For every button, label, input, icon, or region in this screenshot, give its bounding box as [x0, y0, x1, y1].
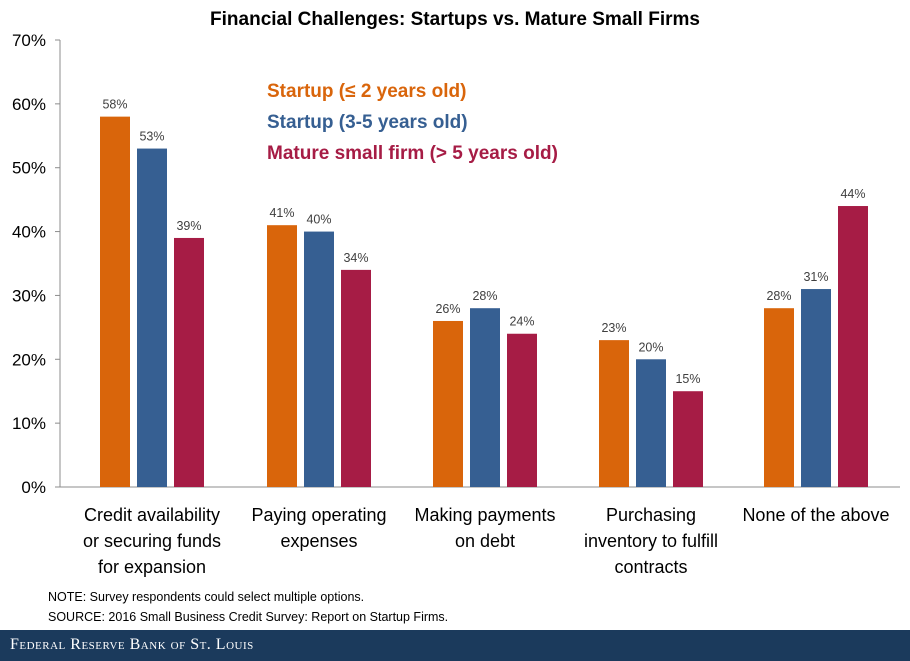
bar: [137, 148, 167, 488]
bar: [174, 237, 204, 487]
y-tick-label: 20%: [12, 350, 46, 369]
bar: [100, 116, 130, 487]
chart-source: SOURCE: 2016 Small Business Credit Surve…: [48, 610, 449, 624]
bar: [470, 308, 500, 487]
category-label: Purchasing: [606, 505, 696, 525]
category-label: or securing funds: [83, 531, 221, 551]
category-label: Making payments: [414, 505, 555, 525]
category-label: Credit availability: [84, 505, 220, 525]
bar: [304, 231, 334, 487]
bar: [636, 359, 666, 487]
y-tick-label: 70%: [12, 31, 46, 50]
data-label: 41%: [269, 206, 294, 220]
data-label: 34%: [343, 251, 368, 265]
bar: [599, 340, 629, 487]
legend-entry: Startup (≤ 2 years old): [267, 81, 466, 102]
data-label: 39%: [176, 219, 201, 233]
chart-note: NOTE: Survey respondents could select mu…: [48, 590, 365, 604]
bar: [341, 269, 371, 487]
y-tick-label: 30%: [12, 286, 46, 305]
data-label: 20%: [638, 340, 663, 354]
bar: [801, 289, 831, 487]
legend-entry: Mature small firm (> 5 years old): [267, 143, 558, 164]
bar: [267, 225, 297, 487]
y-tick-label: 60%: [12, 95, 46, 114]
footer-org-name: Federal Reserve Bank of St. Louis: [10, 636, 254, 653]
bar: [507, 333, 537, 487]
category-label: expenses: [280, 531, 357, 551]
data-label: 28%: [472, 289, 497, 303]
bar-chart: 0% 10% 20% 30% 40% 50% 60% 70% 58% 41% 26% 23% 28% 53…: [12, 31, 900, 577]
y-tick-label: 50%: [12, 159, 46, 178]
bar: [673, 391, 703, 487]
category-label: on debt: [455, 531, 515, 551]
y-tick-label: 10%: [12, 414, 46, 433]
data-label: 58%: [102, 98, 127, 112]
category-label: contracts: [614, 557, 687, 577]
bar: [433, 320, 463, 487]
footer-bar: Federal Reserve Bank of St. Louis: [0, 630, 910, 661]
data-label: 31%: [803, 270, 828, 284]
data-label: 24%: [509, 315, 534, 329]
data-label: 53%: [139, 130, 164, 144]
data-label: 40%: [306, 213, 331, 227]
category-label: Paying operating: [251, 505, 386, 525]
bar: [838, 206, 868, 487]
data-label: 26%: [435, 302, 460, 316]
data-label: 15%: [675, 372, 700, 386]
data-label: 28%: [766, 289, 791, 303]
legend-entry: Startup (3-5 years old): [267, 112, 468, 133]
category-label: for expansion: [98, 557, 206, 577]
bar: [764, 308, 794, 487]
category-label: inventory to fulfill: [584, 531, 718, 551]
y-tick-label: 40%: [12, 223, 46, 242]
y-tick-label: 0%: [21, 478, 46, 497]
chart-title: Financial Challenges: Startups vs. Matur…: [210, 9, 700, 30]
data-label: 23%: [601, 321, 626, 335]
category-label: None of the above: [742, 505, 889, 525]
data-label: 44%: [840, 187, 865, 201]
